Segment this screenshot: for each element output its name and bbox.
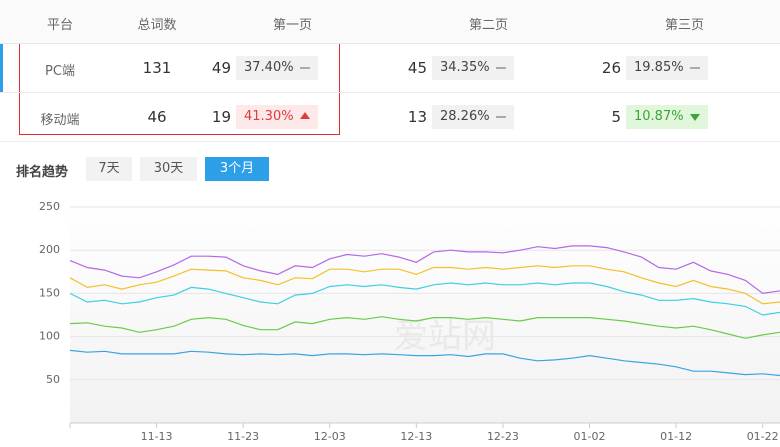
x-tick-label: 12-13 bbox=[400, 430, 432, 443]
page-count: 13 bbox=[407, 108, 427, 126]
table-row bbox=[0, 93, 780, 142]
trend-icon bbox=[689, 114, 700, 121]
rate-badge: 41.30% bbox=[236, 105, 318, 129]
x-tick-label: 01-12 bbox=[660, 430, 692, 443]
rate-badge: 19.85% bbox=[626, 56, 708, 80]
rate-badge: 10.87% bbox=[626, 105, 708, 129]
page-count: 26 bbox=[601, 59, 621, 77]
table-row bbox=[0, 44, 780, 93]
x-tick-label: 01-02 bbox=[574, 430, 606, 443]
trend-icon bbox=[299, 67, 310, 69]
rate-badge: 34.35% bbox=[432, 56, 514, 80]
series-line bbox=[69, 265, 780, 305]
page-count: 45 bbox=[407, 59, 427, 77]
series-line bbox=[69, 316, 780, 339]
column-header: 第三页 bbox=[664, 18, 704, 33]
column-header: 第一页 bbox=[272, 18, 312, 33]
column-header: 总词数 bbox=[137, 18, 177, 33]
series-line bbox=[69, 282, 780, 316]
y-tick-label: 250 bbox=[39, 200, 60, 213]
trend-icon bbox=[689, 67, 700, 69]
page-count: 49 bbox=[211, 59, 231, 77]
range-tab[interactable]: 7天 bbox=[86, 157, 132, 181]
trend-icon bbox=[495, 116, 506, 118]
y-tick-label: 50 bbox=[46, 373, 60, 386]
x-tick-label: 11-13 bbox=[141, 430, 173, 443]
column-header: 第二页 bbox=[468, 18, 508, 33]
range-tab[interactable]: 3个月 bbox=[205, 157, 269, 181]
y-tick-label: 150 bbox=[39, 286, 60, 299]
range-tab[interactable]: 30天 bbox=[140, 157, 197, 181]
platform: 移动端 bbox=[40, 113, 80, 128]
y-tick-label: 100 bbox=[39, 330, 60, 343]
x-tick-label: 12-03 bbox=[314, 430, 346, 443]
trend-icon bbox=[495, 67, 506, 69]
series-line bbox=[69, 245, 780, 295]
trend-icon bbox=[299, 112, 310, 119]
page-count: 19 bbox=[211, 108, 231, 126]
rate-badge: 28.26% bbox=[432, 105, 514, 129]
header-row bbox=[0, 0, 780, 44]
rate-badge: 37.40% bbox=[236, 56, 318, 80]
y-tick-label: 200 bbox=[39, 243, 60, 256]
total-count: 46 bbox=[147, 108, 167, 126]
x-tick-label: 12-23 bbox=[487, 430, 519, 443]
page-count: 5 bbox=[611, 108, 621, 126]
platform: PC端 bbox=[45, 64, 75, 79]
series-line bbox=[69, 349, 780, 377]
column-header: 平台 bbox=[46, 18, 73, 33]
x-tick-label: 11-23 bbox=[227, 430, 259, 443]
trend-label: 排名趋势 bbox=[16, 165, 69, 180]
total-count: 131 bbox=[142, 59, 172, 77]
selected-indicator bbox=[0, 44, 3, 92]
x-tick-label: 01-22 bbox=[747, 430, 779, 443]
plot-background bbox=[70, 200, 780, 423]
